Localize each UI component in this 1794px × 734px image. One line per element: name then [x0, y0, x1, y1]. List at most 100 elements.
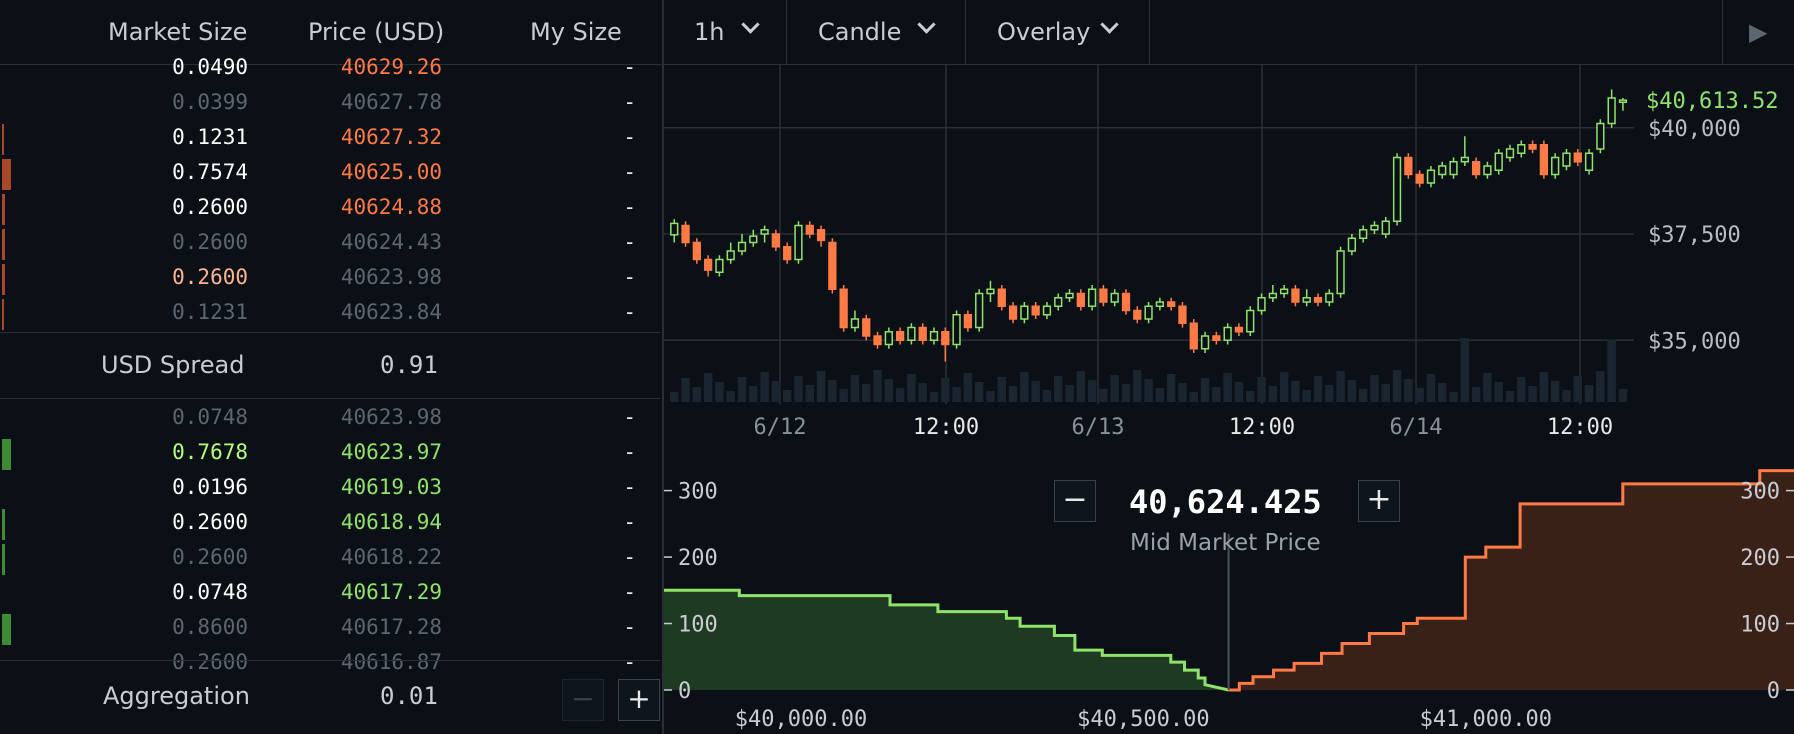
chart-type-dropdown[interactable]: Candle: [786, 0, 966, 64]
ask-row[interactable]: 0.1231 40627.32 -: [0, 122, 660, 157]
candle: [1404, 156, 1413, 176]
candle: [963, 314, 973, 329]
row-size: 0.2600: [172, 195, 248, 219]
candle: [1539, 144, 1549, 176]
ask-row[interactable]: 0.0490 40629.26 -: [0, 52, 660, 87]
bid-depth-bar: [2, 509, 5, 540]
chevron-down-icon: [1100, 15, 1119, 34]
candle: [1099, 288, 1108, 303]
volume-bar: [1392, 370, 1402, 402]
row-size: 0.0196: [172, 475, 248, 499]
volume-bar: [1099, 389, 1108, 402]
ask-depth-bar: [2, 229, 5, 260]
x-axis-tick-label: 12:00: [913, 415, 979, 440]
volume-bar: [1539, 372, 1549, 402]
order-book-header: Market Size Price (USD) My Size: [0, 0, 662, 65]
bid-row[interactable]: 0.7678 40623.97 -: [0, 437, 660, 472]
candle: [1042, 305, 1052, 316]
volume-bar: [726, 391, 735, 402]
ask-row[interactable]: 0.2600 40624.88 -: [0, 192, 660, 227]
overlay-dropdown[interactable]: Overlay: [965, 0, 1150, 64]
aggregation-decrease-button[interactable]: −: [562, 679, 604, 721]
candle: [703, 258, 713, 271]
ask-row[interactable]: 0.0399 40627.78 -: [0, 87, 660, 122]
y-axis-tick-label-right: 200: [1740, 546, 1780, 571]
ask-row[interactable]: 0.2600 40624.43 -: [0, 227, 660, 262]
volume-bar: [1370, 375, 1379, 402]
ask-row[interactable]: 0.2600 40623.98 -: [0, 262, 660, 297]
volume-bar: [1268, 386, 1278, 402]
candle: [726, 250, 735, 261]
play-button[interactable]: ▶: [1722, 0, 1794, 64]
order-book-panel: Market Size Price (USD) My Size 0.0490 40…: [0, 0, 664, 734]
chevron-down-icon: [917, 15, 936, 34]
chart-panel: 1h Candle Overlay ▶ $40,000 $37,500 $35,00…: [664, 0, 1794, 734]
bid-row[interactable]: 0.0196 40619.03 -: [0, 472, 660, 507]
x-axis-tick-label: 6/13: [1072, 415, 1125, 440]
depth-zoom-out-button[interactable]: −: [1054, 480, 1096, 522]
volume-bar: [816, 371, 826, 402]
bid-row[interactable]: 0.2600 40618.22 -: [0, 542, 660, 577]
candle: [941, 331, 950, 346]
row-my-size: -: [623, 615, 636, 639]
y-axis-tick-label-left: 300: [678, 480, 718, 505]
row-my-size: -: [623, 440, 636, 464]
candle: [1528, 144, 1537, 150]
candle: [1607, 97, 1616, 125]
row-my-size: -: [623, 90, 636, 114]
bid-row[interactable]: 0.8600 40617.28 -: [0, 612, 660, 647]
candle: [907, 326, 916, 341]
volume-bar: [929, 392, 939, 402]
candle: [895, 331, 905, 341]
volume-bar: [715, 382, 724, 402]
candle: [1223, 326, 1232, 341]
volume-bar: [986, 391, 995, 402]
x-axis-tick-label: $40,000.00: [735, 707, 867, 732]
row-size: 0.2600: [172, 510, 248, 534]
volume-bar: [1404, 379, 1413, 402]
ask-row[interactable]: 0.7574 40625.00 -: [0, 157, 660, 192]
price-chart[interactable]: $40,000 $37,500 $35,000 $40,613.52 6/12 12:00…: [664, 64, 1794, 444]
interval-dropdown[interactable]: 1h: [664, 0, 787, 64]
volume-bar: [1347, 380, 1357, 402]
bid-row[interactable]: 0.0748 40617.29 -: [0, 577, 660, 612]
candle: [1133, 309, 1142, 320]
volume-bar: [1076, 371, 1086, 402]
volume-bar: [918, 383, 927, 402]
volume-bar: [1483, 373, 1492, 402]
candle: [1246, 309, 1255, 333]
row-price: 40616.87: [340, 650, 442, 674]
play-icon: ▶: [1749, 18, 1768, 46]
row-my-size: -: [623, 475, 636, 499]
aggregation-increase-button[interactable]: +: [618, 679, 660, 721]
candle: [1031, 305, 1040, 316]
volume-bar: [1517, 377, 1526, 402]
bid-row[interactable]: 0.2600 40618.94 -: [0, 507, 660, 542]
bid-row[interactable]: 0.2600 40616.87 -: [0, 647, 660, 682]
bid-depth-bar: [2, 439, 11, 470]
bid-row[interactable]: 0.0748 40623.98 -: [0, 402, 660, 437]
volume-bar: [670, 392, 679, 402]
depth-chart[interactable]: 300 300 200 200 100 100 0 0 $40,000.00 $40,500.00…: [664, 444, 1794, 734]
candle: [929, 331, 939, 341]
candle: [1155, 301, 1165, 307]
row-my-size: -: [623, 265, 636, 289]
volume-bar: [1607, 340, 1616, 402]
candle: [1551, 156, 1560, 176]
ask-row[interactable]: 0.1231 40623.84 -: [0, 297, 660, 332]
candle: [997, 288, 1006, 307]
row-size: 0.2600: [172, 230, 248, 254]
candle: [1449, 161, 1458, 176]
row-size: 0.2600: [172, 545, 248, 569]
x-axis-tick-label: 12:00: [1547, 415, 1613, 440]
x-axis-tick-label: $40,500.00: [1077, 707, 1209, 732]
candle: [1347, 237, 1357, 252]
volume-bar: [850, 375, 860, 402]
row-price: 40624.88: [340, 195, 442, 219]
volume-bar: [749, 386, 758, 402]
depth-zoom-in-button[interactable]: +: [1358, 480, 1400, 522]
volume-bar: [1110, 375, 1119, 402]
volume-bar: [1505, 391, 1515, 402]
bid-depth-line: [664, 588, 1229, 692]
ask-depth-bar: [2, 159, 11, 190]
